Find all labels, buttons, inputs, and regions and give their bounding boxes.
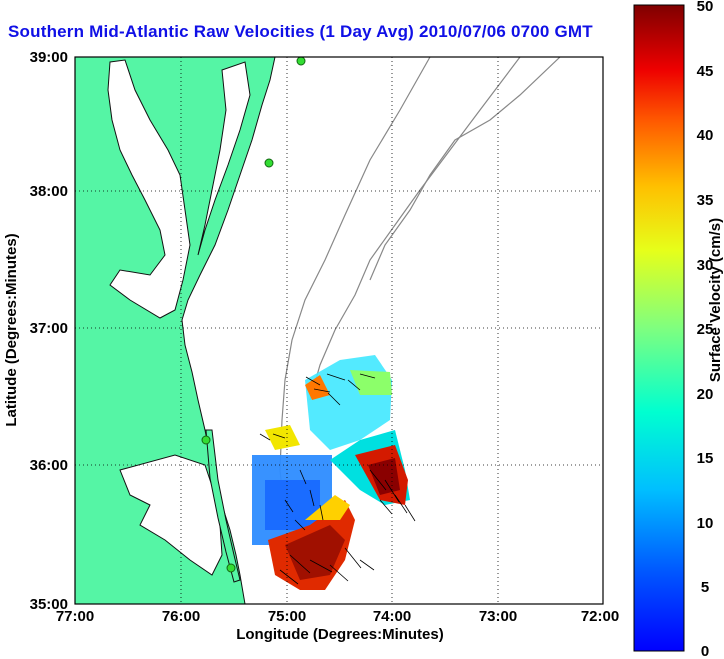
velocity-field xyxy=(252,355,410,590)
x-tick-label: 77:00 xyxy=(56,608,94,625)
x-tick-label: 76:00 xyxy=(162,608,200,625)
x-tick-label: 73:00 xyxy=(479,608,517,625)
colorbar-tick-label: 45 xyxy=(697,63,714,80)
colorbar-tick-label: 25 xyxy=(697,321,714,338)
plot-frame xyxy=(74,56,604,605)
hf-radar-stations xyxy=(201,57,306,573)
x-tick-label: 72:00 xyxy=(581,608,619,625)
colorbar-label: Surface Velocity (cm/s) xyxy=(707,218,724,382)
x-tick-label: 74:00 xyxy=(373,608,411,625)
x-tick-label: 75:00 xyxy=(268,608,306,625)
colorbar-tick-label: 15 xyxy=(697,450,714,467)
colorbar-tick-label: 20 xyxy=(697,386,714,403)
colorbar-tick-label: 40 xyxy=(697,127,714,144)
y-tick-labels: 39:00 38:00 37:00 36:00 35:00 xyxy=(30,49,68,613)
colorbar-tick-label: 30 xyxy=(697,257,714,274)
x-tick-labels: 77:00 76:00 75:00 74:00 73:00 72:00 xyxy=(56,608,619,625)
velocity-vectors xyxy=(259,373,416,585)
depth-contour-deep xyxy=(369,57,561,281)
x-axis-label: Longitude (Degrees:Minutes) xyxy=(236,626,444,643)
y-tick-label: 36:00 xyxy=(30,457,68,474)
delmarva-shore xyxy=(197,61,251,256)
pamlico-sound xyxy=(119,454,223,576)
colorbar-tick-label: 5 xyxy=(701,579,709,596)
map-title: Southern Mid-Atlantic Raw Velocities (1 … xyxy=(8,22,593,41)
land-mainland xyxy=(75,57,276,604)
outer-banks xyxy=(205,429,241,583)
map-grid xyxy=(75,57,603,604)
chesapeake-bay xyxy=(107,59,191,319)
colorbar-tick-label: 50 xyxy=(697,0,714,15)
colorbar-ticks: 50 45 40 35 30 25 20 15 10 5 0 xyxy=(697,0,714,659)
colorbar-tick-label: 35 xyxy=(697,192,714,209)
y-tick-label: 35:00 xyxy=(30,596,68,613)
y-axis-label: Latitude (Degrees:Minutes) xyxy=(3,233,20,426)
y-tick-label: 39:00 xyxy=(30,49,68,66)
colorbar-tick-label: 10 xyxy=(697,515,714,532)
y-tick-label: 38:00 xyxy=(30,183,68,200)
y-tick-label: 37:00 xyxy=(30,320,68,337)
colorbar-tick-label: 0 xyxy=(701,643,709,659)
colorbar xyxy=(633,4,685,652)
depth-contour-slope xyxy=(309,57,521,401)
